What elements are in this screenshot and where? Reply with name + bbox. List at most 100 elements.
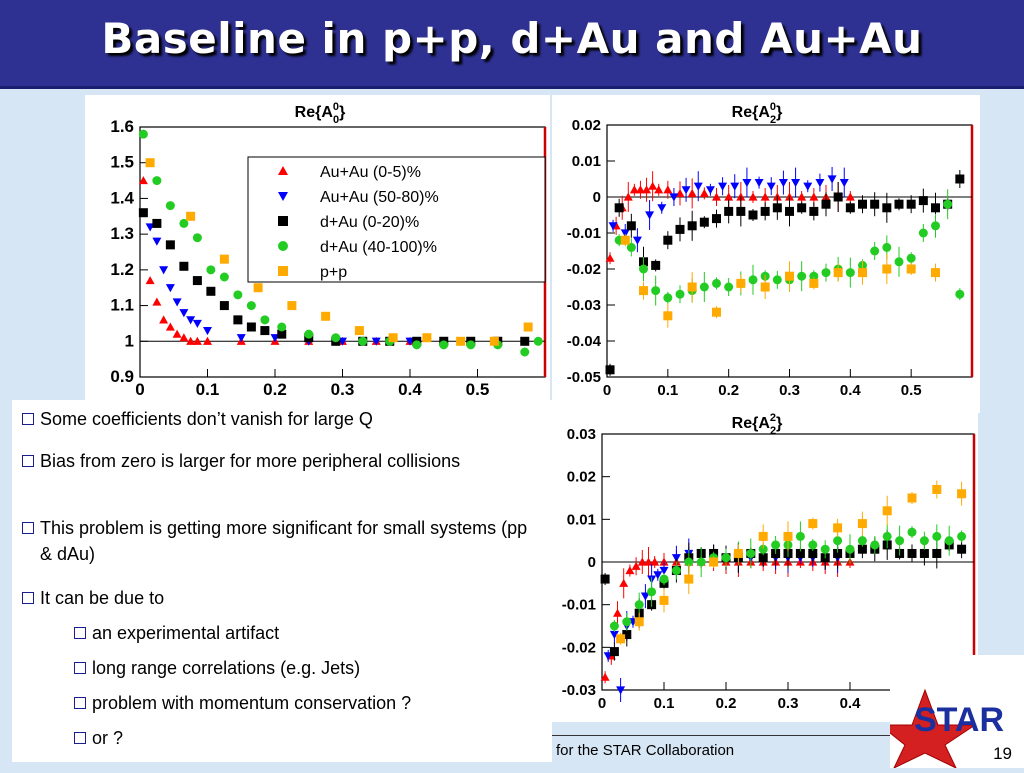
data-point bbox=[165, 240, 175, 250]
data-point bbox=[260, 326, 270, 336]
data-point bbox=[354, 326, 364, 336]
data-point bbox=[833, 268, 843, 278]
checkbox-bullet-icon bbox=[22, 592, 34, 604]
y-tick-label: 1.6 bbox=[110, 117, 134, 136]
x-tick-label: 0 bbox=[135, 380, 144, 399]
data-point bbox=[651, 260, 661, 270]
data-point bbox=[821, 199, 831, 209]
y-tick-label: 0.01 bbox=[572, 153, 601, 170]
data-point bbox=[919, 548, 929, 558]
data-point bbox=[907, 527, 917, 537]
data-point bbox=[809, 271, 819, 281]
checkbox-bullet-icon bbox=[22, 455, 34, 467]
data-point bbox=[605, 253, 615, 262]
x-tick-label: 0.1 bbox=[654, 695, 675, 712]
data-point bbox=[687, 188, 697, 197]
data-point bbox=[918, 228, 928, 238]
data-point bbox=[605, 365, 615, 375]
data-point bbox=[858, 268, 867, 278]
data-point bbox=[943, 199, 953, 209]
data-point bbox=[277, 322, 287, 332]
data-point bbox=[637, 557, 647, 566]
bullet-item: Bias from zero is larger for more periph… bbox=[22, 448, 502, 474]
data-point bbox=[331, 333, 341, 343]
data-point bbox=[608, 222, 618, 231]
data-point bbox=[321, 311, 331, 321]
data-point bbox=[533, 336, 543, 346]
data-point bbox=[632, 236, 642, 245]
data-point bbox=[795, 531, 805, 541]
data-point bbox=[845, 544, 855, 554]
data-point bbox=[371, 337, 381, 346]
y-tick-label: 0 bbox=[588, 554, 596, 571]
data-point bbox=[192, 233, 202, 243]
data-point bbox=[138, 129, 148, 139]
data-point bbox=[687, 282, 697, 292]
x-tick-label: 0.5 bbox=[466, 380, 490, 399]
data-point bbox=[932, 548, 942, 558]
data-point bbox=[622, 630, 632, 640]
data-point bbox=[659, 566, 669, 576]
bullet-item: This problem is getting more significant… bbox=[22, 515, 542, 567]
data-point bbox=[619, 578, 629, 587]
x-tick-label: 0.3 bbox=[331, 380, 355, 399]
legend-label: d+Au (40-100)% bbox=[320, 239, 437, 256]
data-point bbox=[827, 175, 837, 184]
y-tick-label: 0.03 bbox=[567, 426, 596, 443]
y-tick-label: 0.02 bbox=[572, 117, 601, 134]
data-point bbox=[693, 182, 703, 191]
y-tick-label: -0.03 bbox=[562, 682, 596, 699]
data-point bbox=[906, 253, 916, 263]
y-tick-label: 0.9 bbox=[110, 367, 134, 386]
data-point bbox=[626, 242, 636, 252]
data-point bbox=[699, 282, 709, 292]
sub-bullet-text: long range correlations (e.g. Jets) bbox=[92, 658, 361, 678]
data-point bbox=[931, 203, 940, 213]
data-point bbox=[634, 617, 644, 627]
x-tick-label: 0.1 bbox=[657, 382, 678, 399]
chart-title: Re{A0 0} bbox=[295, 101, 346, 126]
legend-box bbox=[247, 156, 546, 283]
data-point bbox=[785, 206, 794, 216]
data-point bbox=[639, 286, 648, 296]
data-point bbox=[857, 536, 867, 546]
data-point bbox=[203, 326, 212, 336]
data-point bbox=[815, 179, 825, 188]
legend-label: Au+Au (0-5)% bbox=[320, 164, 421, 181]
data-point bbox=[696, 557, 706, 567]
data-point bbox=[246, 322, 256, 332]
data-point bbox=[907, 548, 917, 558]
data-point bbox=[808, 540, 818, 550]
data-point bbox=[165, 322, 175, 331]
data-point bbox=[152, 237, 162, 246]
data-point bbox=[797, 203, 807, 213]
x-tick-label: 0.5 bbox=[901, 382, 922, 399]
data-point bbox=[839, 179, 849, 188]
data-point bbox=[795, 548, 805, 558]
slide-title: Baseline in p+p, d+Au and Au+Au bbox=[101, 14, 923, 63]
sub-bullet-text: or ? bbox=[92, 728, 124, 748]
bullet-text: Some coefficients don’t vanish for large… bbox=[40, 409, 373, 429]
data-point bbox=[287, 301, 297, 311]
data-point bbox=[675, 188, 685, 197]
legend-marker bbox=[278, 216, 288, 226]
data-point bbox=[882, 531, 892, 541]
data-point bbox=[253, 283, 263, 293]
data-point bbox=[675, 224, 685, 234]
data-point bbox=[712, 214, 721, 224]
data-point bbox=[277, 329, 287, 339]
data-point bbox=[870, 540, 880, 550]
data-point bbox=[609, 621, 619, 631]
data-point bbox=[803, 182, 813, 191]
data-point bbox=[955, 174, 965, 184]
checkbox-bullet-icon bbox=[74, 662, 86, 674]
data-point bbox=[648, 181, 658, 190]
data-point bbox=[882, 264, 892, 274]
y-tick-label: -0.02 bbox=[562, 639, 596, 656]
data-point bbox=[857, 519, 867, 529]
data-point bbox=[663, 235, 673, 245]
bullet-text: It can be due to bbox=[40, 588, 165, 608]
data-point bbox=[833, 192, 843, 202]
data-point bbox=[422, 333, 432, 343]
data-point bbox=[955, 289, 965, 299]
